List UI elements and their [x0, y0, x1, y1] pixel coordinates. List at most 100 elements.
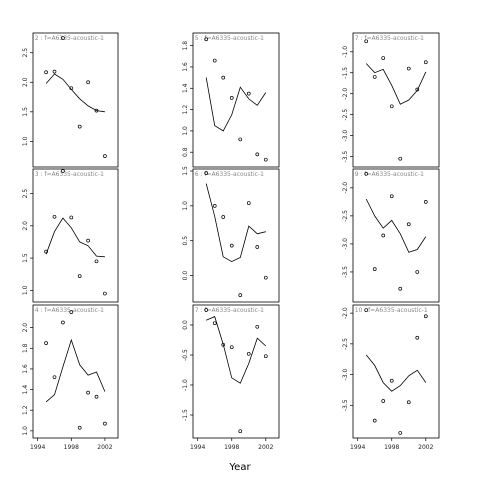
panel-strip-label: i=6 : f=A6335-acoustic-1: [188, 171, 264, 178]
panel-strip-label: i=9 : f=A6335-acoustic-1: [348, 171, 424, 178]
y-tick-label: -2.5: [342, 210, 349, 222]
data-point: [52, 375, 57, 380]
panel-3: i=7 : f=A6335-acoustic-1 -3.5 -3.0 -2.5 -2.0…: [342, 32, 440, 168]
y-tick-label: 1.5: [22, 253, 29, 263]
y-tick-label: 2.5: [22, 189, 29, 199]
panel-frame: [192, 32, 280, 168]
panel-frame: [32, 32, 119, 168]
panel-5: i=6 : f=A6335-acoustic-1 0.0 0.5 1.0 1.5: [182, 166, 280, 303]
y-tick-label: 1.4: [182, 83, 189, 93]
data-point: [229, 96, 234, 100]
y-tick-label: -2.5: [342, 338, 349, 350]
panel-9: i=10 : f=A6335-acoustic-1 -3.5 -3.0 -2.5 -2.…: [342, 304, 440, 451]
data-point: [246, 91, 251, 96]
data-point: [415, 335, 420, 340]
data-point: [212, 204, 217, 208]
panel-strip-label: i=2 : f=A6335-acoustic-1: [28, 35, 104, 42]
y-tick-label: 1.4: [22, 385, 29, 395]
data-point: [389, 194, 394, 199]
y-tick-label: 1.0: [182, 126, 189, 136]
data-point: [238, 137, 243, 142]
panel-frame: [352, 32, 440, 168]
data-point: [61, 36, 65, 40]
y-tick-label: 1.8: [182, 41, 189, 51]
panel-frame: [192, 168, 280, 303]
data-point: [381, 56, 386, 60]
data-point: [69, 215, 74, 220]
y-tick-label: -3.5: [342, 151, 349, 163]
fitted-line: [205, 77, 267, 132]
data-point: [255, 324, 260, 329]
fitted-line: [365, 354, 427, 392]
data-point: [77, 274, 82, 278]
fitted-line: [45, 338, 106, 403]
data-point: [255, 245, 260, 249]
fitted-line: [206, 316, 267, 384]
fitted-line: [45, 73, 105, 113]
y-tick-label: -3.0: [342, 130, 349, 142]
panel-strip-label: i=4 : f=A6335-acoustic-1: [28, 307, 104, 314]
panel-8: i=7 : f=A6335-acoustic-1 -1.5 -1.0 -0.5 0.0 1…: [182, 304, 280, 451]
panel-2: i=5 : f=A6335-acoustic-1 0.8 1.0 1.2 1.4 1.6 1…: [182, 32, 280, 168]
x-tick-label: 1994: [30, 444, 45, 451]
data-point: [423, 199, 428, 204]
data-point: [86, 80, 90, 85]
data-point: [246, 351, 251, 356]
data-point: [212, 321, 217, 326]
panel-strip-label: i=7 : f=A6335-acoustic-1: [348, 35, 424, 42]
data-point: [246, 201, 251, 205]
data-point: [398, 431, 403, 435]
x-tick-label: 2002: [418, 444, 433, 451]
y-tick-label: 0.8: [182, 147, 189, 157]
y-tick-label: -2.5: [342, 109, 349, 121]
y-tick-label: 0.0: [182, 271, 189, 281]
data-point: [423, 314, 428, 319]
data-point: [364, 308, 369, 312]
data-point: [415, 87, 420, 92]
y-tick-label: 1.2: [22, 405, 29, 415]
data-point: [69, 86, 74, 91]
data-point: [372, 267, 377, 272]
y-tick-label: 1.2: [182, 105, 189, 115]
y-tick-label: -2.0: [342, 307, 349, 319]
data-point: [406, 400, 411, 405]
data-point: [263, 275, 268, 280]
panel-frame: [352, 168, 440, 303]
data-point: [364, 39, 369, 44]
data-point: [238, 429, 243, 434]
data-point: [389, 378, 394, 383]
y-tick-label: -3.0: [342, 238, 349, 250]
panel-1: i=2 : f=A6335-acoustic-1 1.0 1.5 2.0 2.5: [22, 32, 119, 168]
data-point: [372, 418, 377, 423]
data-point: [44, 341, 48, 345]
x-axis-label: Year: [228, 462, 251, 473]
y-tick-label: 1.0: [22, 426, 29, 436]
data-point: [263, 354, 268, 359]
data-point: [204, 171, 209, 175]
panels-group: i=2 : f=A6335-acoustic-1 1.0 1.5 2.0 2.5 i=5 …: [22, 32, 440, 451]
data-point: [44, 249, 48, 254]
y-tick-label: 1.8: [22, 343, 29, 353]
data-point: [52, 214, 57, 219]
y-tick-label: 2.0: [22, 221, 29, 231]
x-tick-label: 1998: [64, 444, 79, 451]
data-point: [381, 233, 386, 238]
data-point: [61, 320, 65, 325]
data-point: [69, 310, 74, 315]
data-point: [398, 286, 403, 291]
data-point: [221, 342, 226, 347]
y-tick-label: -3.5: [342, 266, 349, 278]
panel-frame: [192, 304, 280, 439]
x-tick-label: 1998: [384, 444, 399, 451]
panel-frame: [352, 304, 440, 439]
data-point: [221, 75, 226, 80]
y-tick-label: 1.5: [22, 107, 29, 117]
data-point: [94, 108, 99, 113]
data-point: [229, 345, 234, 350]
data-point: [204, 308, 209, 312]
panel-4: i=3 : f=A6335-acoustic-1 1.0 1.5 2.0 2.5: [22, 168, 119, 303]
y-tick-label: -3.0: [342, 369, 349, 381]
panel-strip-label: i=7 : f=A6335-acoustic-1: [188, 307, 264, 314]
data-point: [86, 238, 90, 243]
